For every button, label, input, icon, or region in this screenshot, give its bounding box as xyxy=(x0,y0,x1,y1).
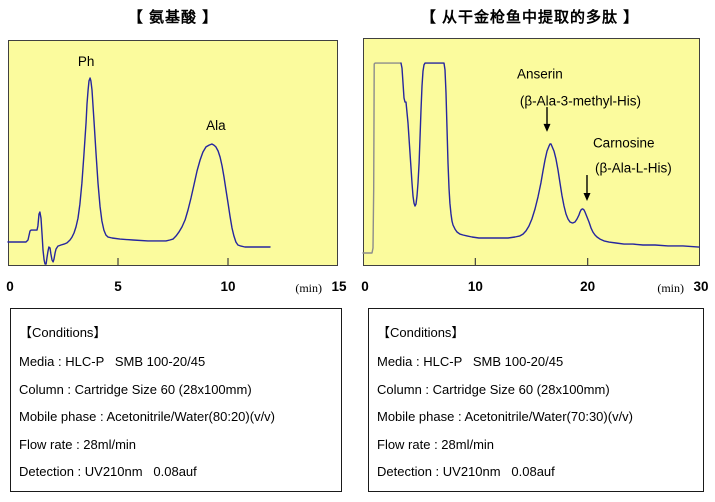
conditions-detection: Detection : UV210nm 0.08auf xyxy=(377,464,555,479)
peak-pointer-arrowhead xyxy=(543,123,551,132)
peak-pointer-arrowhead xyxy=(583,193,591,202)
axis-tick-label: 20 xyxy=(580,279,595,294)
axis-tick-label: 0 xyxy=(6,279,14,294)
peak-label: Carnosine xyxy=(593,135,655,150)
chromatogram-amino-acids: Ph Ala 0 5 10 (min) 15 xyxy=(6,40,347,295)
axis-unit-label: (min) xyxy=(295,281,322,295)
axis-max-label: 15 xyxy=(331,279,347,294)
axis-max-label: 30 xyxy=(693,279,708,294)
conditions-mobile-phase: Mobile phase : Acetonitrile/Water(70:30)… xyxy=(377,409,634,424)
chromatogram-tuna-peptides: Anserin (β-Ala-3-methyl-His) Carnosine (β-A… xyxy=(361,38,709,295)
axis-tick-label: 0 xyxy=(361,279,369,294)
chromatogram-curve xyxy=(400,62,700,248)
axis-tick-label: 10 xyxy=(468,279,483,294)
axis-unit-label: (min) xyxy=(657,281,684,295)
chromatogram-curve xyxy=(7,77,271,265)
conditions-media: Media : HLC-P SMB 100-20/45 xyxy=(19,354,206,369)
peak-label: (β-Ala-L-His) xyxy=(595,161,672,176)
panel-title-amino-acids: 【 氨基酸 】 xyxy=(127,9,219,26)
conditions-flow-rate: Flow rate : 28ml/min xyxy=(377,436,495,452)
peak-label: Anserin xyxy=(517,67,563,82)
conditions-box-left: 【Conditions】 Media : HLC-P SMB 100-20/45… xyxy=(10,308,342,492)
panel-title-tuna-peptides: 【 从干金枪鱼中提取的多肽 】 xyxy=(420,9,640,26)
clipped-front-curve xyxy=(362,62,402,254)
plot-area xyxy=(8,40,338,266)
conditions-box-right: 【Conditions】 Media : HLC-P SMB 100-20/45… xyxy=(368,308,704,492)
axis-tick-label: 5 xyxy=(114,279,122,294)
conditions-heading: 【Conditions】 xyxy=(377,325,465,340)
peak-label: Ala xyxy=(206,118,226,133)
conditions-heading: 【Conditions】 xyxy=(19,325,107,340)
peak-label: Ph xyxy=(78,54,95,69)
axis-tick-label: 10 xyxy=(220,279,235,294)
conditions-column: Column : Cartridge Size 60 (28x100mm) xyxy=(19,381,252,397)
conditions-flow-rate: Flow rate : 28ml/min xyxy=(19,436,137,452)
conditions-detection: Detection : UV210nm 0.08auf xyxy=(19,464,197,479)
peak-label: (β-Ala-3-methyl-His) xyxy=(520,93,641,108)
conditions-column: Column : Cartridge Size 60 (28x100mm) xyxy=(377,381,610,397)
conditions-media: Media : HLC-P SMB 100-20/45 xyxy=(377,354,564,369)
conditions-mobile-phase: Mobile phase : Acetonitrile/Water(80:20)… xyxy=(19,409,276,424)
